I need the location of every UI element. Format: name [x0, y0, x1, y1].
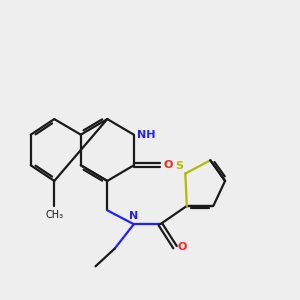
Text: N: N: [129, 211, 138, 221]
Text: NH: NH: [137, 130, 156, 140]
Text: CH₃: CH₃: [45, 210, 63, 220]
Text: O: O: [163, 160, 172, 170]
Text: O: O: [177, 242, 187, 252]
Text: S: S: [175, 160, 183, 171]
